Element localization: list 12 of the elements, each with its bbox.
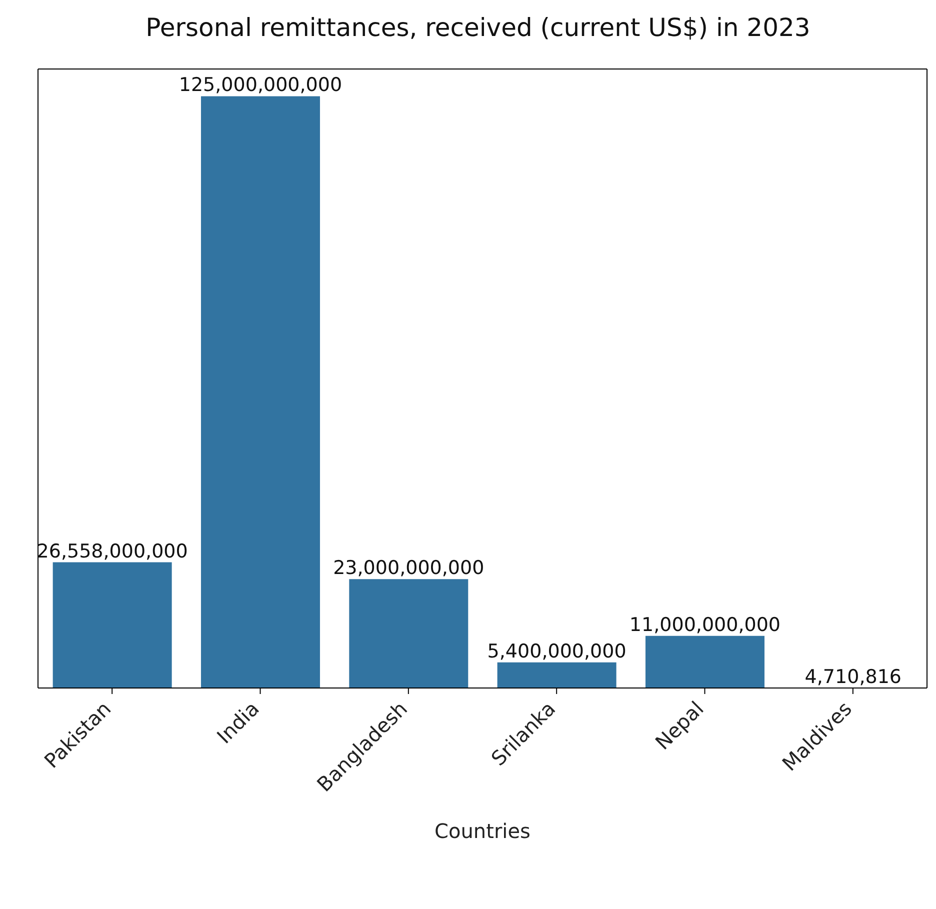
- data-label: 5,400,000,000: [487, 640, 626, 662]
- bar: [200, 96, 320, 688]
- bar: [52, 562, 172, 688]
- data-label: 4,710,816: [804, 666, 902, 688]
- bar: [497, 662, 616, 688]
- bar: [645, 636, 764, 688]
- x-axis-title: Countries: [434, 819, 530, 843]
- data-label: 125,000,000,000: [178, 74, 342, 96]
- data-label: 23,000,000,000: [333, 557, 484, 580]
- chart-title: Personal remittances, received (current US$) in 2023: [144, 12, 812, 44]
- data-label: 11,000,000,000: [629, 614, 781, 636]
- bar: [349, 579, 468, 688]
